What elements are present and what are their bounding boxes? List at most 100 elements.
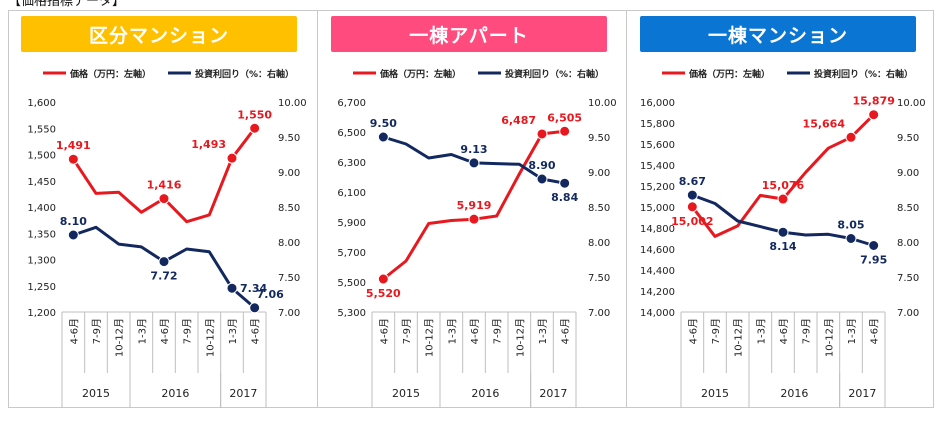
category-label: 1-3月 [446, 318, 458, 344]
left-tick-label: 1,200 [27, 308, 56, 319]
yield-point [845, 233, 857, 244]
left-tick-label: 1,400 [27, 203, 56, 214]
yield-point [868, 240, 880, 251]
category-label: 1-3月 [755, 318, 767, 344]
category-label: 7-9月 [710, 318, 722, 344]
price-point [536, 128, 548, 140]
chart-panel-ittou-apartment: 一棟アパート 価格（万円：左軸） 投資利回り（%：右軸） 5,300 5,500 5,7… [317, 10, 627, 408]
category-label: 4-6月 [159, 318, 171, 344]
price-data-label: 5,520 [366, 287, 401, 300]
charts-frame [8, 10, 934, 408]
price-point [249, 122, 261, 134]
category-label: 7-9月 [401, 318, 413, 344]
yield-data-label: 7.72 [150, 270, 177, 283]
left-tick-label: 1,600 [27, 98, 56, 109]
category-axis: 4-6月 7-9月 10-12月 1-3月 4-6月 7-9月 10-12月 1-3月 4-6月… [371, 311, 577, 408]
left-tick-label: 14,400 [640, 266, 675, 277]
price-point [377, 273, 389, 285]
yield-point [226, 282, 238, 294]
left-axis: 1,200 1,250 1,300 1,350 1,400 1,450 1,500 1,550… [27, 98, 56, 319]
legend-price-label: 価格（万円：左軸） [688, 68, 770, 80]
yield-series: 8.10 7.72 7.347.06 [60, 215, 284, 314]
right-axis: 7.00 7.50 8.00 8.50 9.00 9.50 10.00 [897, 98, 926, 319]
year-label: 2017 [539, 387, 567, 400]
legend-price-label: 価格（万円：左軸） [379, 68, 461, 80]
left-tick-label: 1,450 [27, 177, 56, 188]
yield-point [377, 131, 389, 143]
price-data-label: 15,076 [762, 179, 805, 192]
right-axis: 7.00 7.50 8.00 8.50 9.00 9.50 10.00 [588, 98, 617, 319]
price-point [67, 153, 79, 165]
price-line [72, 127, 256, 224]
price-data-label: 15,664 [803, 117, 846, 130]
right-tick-label: 7.50 [278, 273, 300, 284]
category-label: 1-3月 [846, 318, 858, 344]
left-tick-label: 14,000 [640, 308, 675, 319]
left-tick-label: 15,400 [640, 161, 675, 172]
left-tick-label: 5,500 [337, 278, 366, 289]
price-point [686, 201, 698, 213]
yield-data-label: 8.67 [679, 175, 706, 188]
price-data-label: 15,879 [852, 95, 894, 108]
price-series: 5,520 5,919 6,487 6,505 [366, 111, 582, 300]
yield-data-label: 8.14 [769, 240, 796, 253]
left-tick-label: 16,000 [640, 98, 675, 109]
category-label: 10-12月 [204, 318, 216, 357]
category-label: 7-9月 [801, 318, 813, 344]
right-tick-label: 8.00 [278, 238, 300, 249]
yield-point [777, 226, 789, 238]
category-label: 4-6月 [469, 318, 481, 344]
legend-yield-label: 投資利回り（%：右軸） [814, 68, 913, 80]
yield-data-label: 9.50 [370, 117, 397, 130]
category-label: 4-6月 [378, 318, 390, 344]
category-label: 7-9月 [91, 318, 103, 344]
left-tick-label: 1,250 [27, 282, 56, 293]
right-tick-label: 8.00 [897, 238, 919, 249]
left-tick-label: 5,700 [337, 248, 366, 259]
chart-title-banner: 一棟マンション [640, 16, 916, 52]
right-tick-label: 9.00 [278, 168, 300, 179]
category-label: 10-12月 [514, 318, 526, 357]
right-tick-label: 7.00 [588, 308, 610, 319]
year-label: 2016 [471, 387, 499, 400]
category-label: 4-6月 [778, 318, 790, 344]
category-label: 4-6月 [560, 318, 572, 344]
right-tick-label: 8.50 [897, 203, 919, 214]
price-data-label: 1,550 [237, 108, 272, 121]
left-tick-label: 5,900 [337, 218, 366, 229]
category-label: 1-3月 [537, 318, 549, 344]
price-point [226, 152, 238, 164]
price-point [158, 193, 170, 205]
left-axis: 5,300 5,500 5,700 5,900 6,100 6,300 6,500 6,700 [337, 98, 366, 319]
page-heading-fragment: 【価格指標データ】 [8, 0, 126, 9]
year-label: 2016 [161, 387, 189, 400]
yield-point [249, 302, 261, 314]
chart-svg: 価格（万円：左軸） 投資利回り（%：右軸）14,00014,20014,40014… [640, 68, 926, 408]
left-tick-label: 1,300 [27, 256, 56, 267]
price-data-label: 1,416 [147, 179, 182, 192]
left-tick-label: 6,700 [337, 98, 366, 109]
category-label: 10-12月 [114, 318, 126, 357]
legend-yield-label: 投資利回り（%：右軸） [505, 68, 604, 80]
yield-line [72, 225, 256, 309]
yield-point [468, 157, 480, 169]
chart-panel-ittou-mansion: 一棟マンション 価格（万円：左軸） 投資利回り（%：右軸） 14,000 14,200… [626, 10, 935, 408]
yield-point [536, 173, 548, 185]
left-tick-label: 1,350 [27, 229, 56, 240]
right-tick-label: 10.00 [897, 98, 926, 109]
yield-point [686, 189, 698, 201]
price-data-label: 15,002 [671, 215, 713, 228]
right-tick-label: 8.00 [588, 238, 610, 249]
category-label: 4-6月 [250, 318, 262, 344]
year-label: 2017 [848, 387, 876, 400]
price-data-label: 1,491 [56, 139, 91, 152]
year-label: 2015 [82, 387, 110, 400]
left-axis: 14,000 14,200 14,400 14,600 14,800 15,000 15,2… [640, 98, 675, 319]
left-tick-label: 14,600 [640, 245, 675, 256]
right-axis: 7.00 7.50 8.00 8.50 9.00 9.50 10.00 [278, 98, 307, 319]
category-label: 4-6月 [68, 318, 80, 344]
right-tick-label: 10.00 [588, 98, 617, 109]
yield-data-label: 7.34 [240, 282, 267, 295]
left-tick-label: 15,600 [640, 140, 675, 151]
yield-data-label: 8.90 [528, 159, 555, 172]
